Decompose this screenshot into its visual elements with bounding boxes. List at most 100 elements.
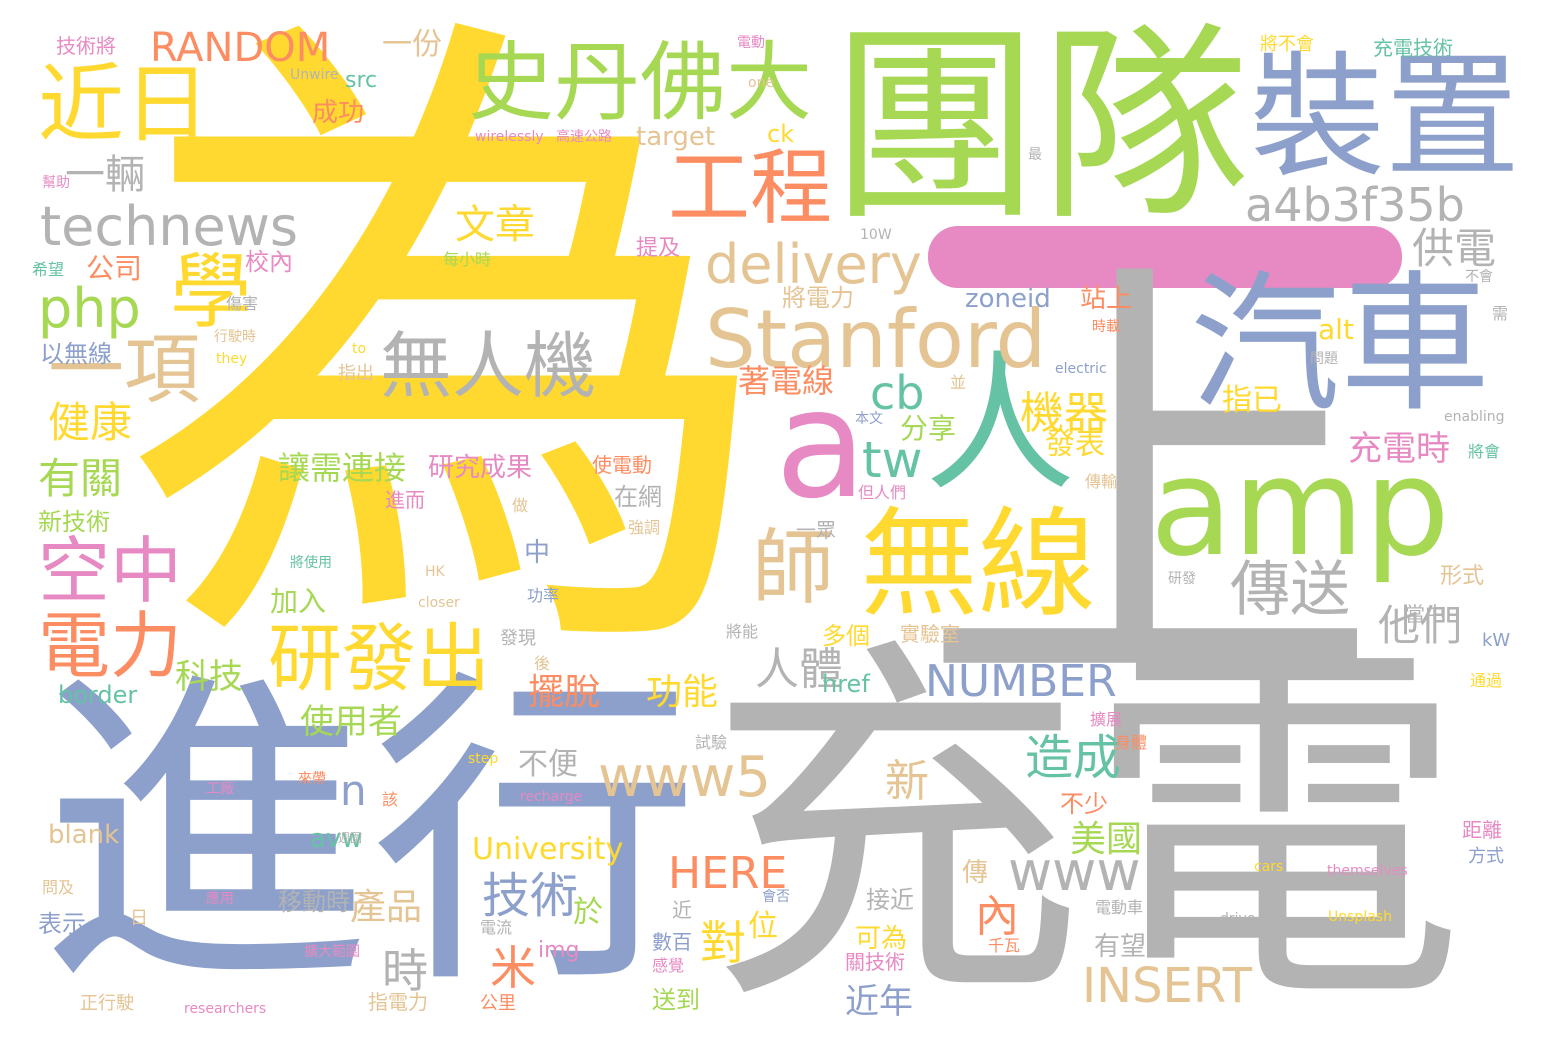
word-kebuwei: 可為 — [855, 924, 908, 954]
word-tuandui: 團隊 — [830, 4, 1251, 249]
word-kongzhong: 空中 — [38, 529, 183, 613]
word-keji: 科技 — [175, 657, 243, 697]
word-xiwang: 希望 — [32, 260, 65, 279]
word-gongcheng: 工程 — [668, 141, 833, 236]
word-yanjiuchengguo: 研究成果 — [428, 453, 533, 483]
word-shidanfo: 史丹佛大 — [468, 33, 812, 133]
word-buzhongshao: 不少 — [1060, 790, 1108, 818]
word-diandong: 電動 — [737, 35, 765, 51]
word-drive: drive — [1220, 911, 1256, 927]
word-ren: 人 — [925, 338, 1076, 512]
word-yanfa: 研發 — [1168, 571, 1196, 587]
word-danrenmen: 但人們 — [858, 483, 907, 502]
word-chenggong: 成功 — [312, 98, 365, 128]
word-songdao: 送到 — [652, 986, 700, 1014]
word-unsplash: Unsplash — [1328, 909, 1392, 925]
word-jianghui: 將會 — [1468, 442, 1501, 461]
word-faxian: 發現 — [500, 628, 536, 649]
word-xinjishu: 新技術 — [38, 508, 110, 536]
word-renti: 人體 — [755, 644, 843, 695]
word-ganjue: 感覺 — [652, 956, 685, 975]
word-border: border — [58, 681, 138, 709]
word-number: NUMBER — [925, 656, 1117, 707]
word-themselves: themselves — [1327, 863, 1408, 879]
word-blank: blank — [48, 820, 120, 850]
word-xue: 學 — [170, 245, 253, 340]
word-shidiandong: 使電動 — [592, 453, 652, 477]
word-shiyanshi: 實驗室 — [900, 622, 960, 646]
word-laidai: 來帶 — [298, 771, 326, 787]
word-shang: 上 — [920, 222, 1380, 757]
word-buhui: 不會 — [1465, 269, 1493, 285]
word-alt: alt — [1318, 313, 1354, 346]
word-yizhong: 一眾 — [796, 518, 836, 542]
word-jiangbuhui: 將不會 — [1260, 34, 1314, 55]
word-zhuangzhi: 裝置 — [1250, 39, 1520, 196]
word-chanpin: 產品 — [350, 887, 423, 928]
word-enabling: enabling — [1444, 409, 1505, 425]
word-shiyongzhe: 使用者 — [300, 702, 402, 742]
word-tw: tw — [862, 431, 923, 489]
word-10w: 10W — [860, 227, 892, 243]
word-jiner: 進而 — [385, 488, 425, 512]
word-duoge: 多個 — [822, 622, 870, 650]
word-tiji: 提及 — [636, 236, 681, 261]
word-zhaodianxian: 著電線 — [738, 362, 835, 400]
word-baituo: 擺脫 — [528, 672, 601, 713]
word-cb: cb — [870, 366, 925, 420]
word-jin: 近 — [672, 898, 692, 922]
word-yixiang: 一項 — [48, 325, 200, 414]
word-xin: 新 — [885, 756, 929, 807]
word-shubai: 數百 — [652, 930, 692, 954]
word-gongsi: 公司 — [86, 252, 143, 285]
word-bing: 並 — [950, 373, 967, 392]
word-ck: ck — [767, 120, 795, 148]
word-gai: 該 — [382, 790, 399, 809]
word-jiangshiyu: 將使用 — [290, 555, 332, 571]
word-xiaonei: 校內 — [245, 248, 293, 276]
word-jiangneng: 將能 — [726, 622, 759, 641]
word-huifou: 會否 — [762, 889, 790, 905]
word-closer: closer — [418, 595, 460, 611]
word-xingshi: 形式 — [1440, 564, 1485, 589]
word-electric: electric — [1055, 361, 1107, 377]
word-dui: 對 — [700, 916, 746, 970]
word-wurenji: 無人機 — [380, 324, 597, 408]
word-zhiyi: 指已 — [1222, 383, 1282, 418]
word-src: src — [345, 68, 378, 93]
word-amp: amp — [1150, 429, 1450, 586]
word-wei2: 位 — [748, 909, 778, 944]
word-yiliang: 一輛 — [65, 152, 145, 198]
word-n: n — [340, 766, 367, 815]
word-jiqi: 機器 — [1020, 388, 1108, 439]
word-chongdianshi: 充電時 — [1348, 429, 1450, 469]
word-meiguo: 美國 — [1070, 819, 1143, 860]
word-one: one — [748, 75, 775, 91]
word-cars: cars — [1254, 859, 1284, 875]
word-www: www — [1008, 840, 1141, 903]
word-yifen: 一份 — [382, 27, 442, 62]
word-chuansong: 傳送 — [1230, 555, 1350, 625]
word-delivery: delivery — [705, 233, 922, 296]
word-gongdian: 供電 — [1412, 224, 1497, 273]
word-jinnian: 近年 — [845, 982, 913, 1022]
word-here: HERE — [668, 848, 788, 899]
word-gaosugonglu: 高速公路 — [556, 129, 612, 145]
word-php: php — [38, 277, 141, 340]
word-bubian: 不便 — [518, 747, 578, 782]
word-shiyan: 試驗 — [695, 733, 728, 752]
word-unwire: Unwire — [290, 67, 339, 83]
word-rangxu: 讓需連接 — [278, 449, 407, 487]
word-youguan: 有關 — [38, 454, 123, 503]
word-yingyong: 應用 — [206, 891, 234, 907]
word-href: href — [822, 670, 870, 698]
word-zhidianli: 指電力 — [368, 990, 428, 1014]
word-university: University — [472, 832, 624, 867]
word-zhengxingshi: 正行駛 — [80, 993, 134, 1014]
word-biaoshi: 表示 — [38, 910, 86, 938]
word-zui: 最 — [1028, 147, 1042, 163]
word-xu: 需 — [1492, 304, 1509, 323]
word-img: img — [538, 938, 580, 963]
word-jiejin: 接近 — [866, 886, 914, 914]
word-qiche: 汽車 — [1190, 258, 1491, 432]
